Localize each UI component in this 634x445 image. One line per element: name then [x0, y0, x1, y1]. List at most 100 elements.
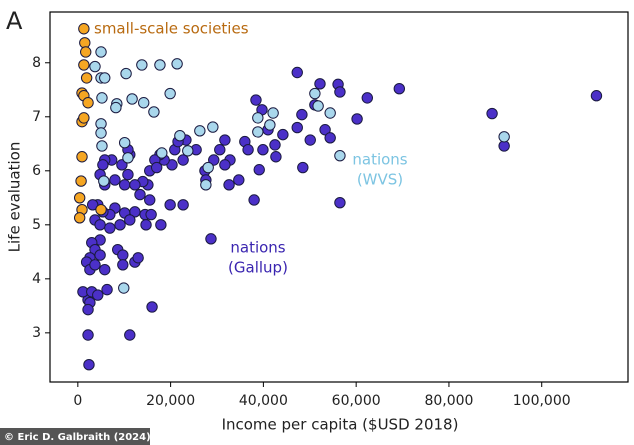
y-tick-label: 4	[32, 271, 41, 287]
point	[150, 161, 163, 174]
point	[80, 46, 92, 58]
point	[82, 329, 94, 341]
point	[304, 134, 316, 146]
point	[129, 179, 141, 191]
point	[138, 97, 150, 109]
point	[248, 194, 260, 206]
point	[314, 78, 326, 90]
point	[291, 66, 303, 79]
point	[120, 67, 132, 80]
point	[498, 131, 510, 143]
point	[76, 151, 88, 163]
point	[264, 119, 276, 131]
point	[110, 101, 122, 114]
point	[361, 92, 373, 104]
point	[73, 192, 86, 204]
point	[154, 59, 166, 71]
point	[101, 283, 113, 296]
point	[98, 175, 110, 187]
point	[144, 194, 156, 206]
point	[219, 134, 231, 146]
point	[205, 233, 217, 245]
point	[155, 219, 167, 231]
series-0	[77, 66, 603, 371]
point	[319, 124, 331, 136]
point	[257, 144, 269, 156]
point	[94, 249, 106, 261]
point	[83, 359, 95, 371]
point	[334, 86, 346, 98]
point	[114, 219, 126, 231]
credit-background	[0, 428, 150, 445]
point	[309, 87, 321, 100]
point	[223, 179, 235, 191]
point	[174, 129, 186, 142]
point	[242, 144, 254, 156]
point	[99, 263, 111, 276]
point	[156, 147, 168, 159]
plot-frame	[49, 11, 629, 383]
point	[334, 196, 346, 209]
x-tick-label: 80,000	[424, 393, 473, 409]
point	[78, 112, 90, 124]
point	[200, 179, 212, 191]
point	[109, 174, 121, 186]
point	[95, 127, 107, 139]
point	[82, 97, 94, 109]
point	[590, 90, 603, 102]
annotation: (WVS)	[357, 171, 403, 189]
point	[82, 303, 94, 316]
point	[118, 282, 130, 294]
x-tick-label: 0	[73, 393, 82, 409]
point	[171, 58, 183, 70]
point	[94, 219, 106, 231]
point	[194, 125, 206, 137]
point	[252, 126, 264, 138]
y-tick-label: 6	[32, 163, 41, 179]
point	[334, 149, 346, 162]
point	[86, 199, 99, 211]
point	[393, 83, 406, 95]
point	[269, 139, 281, 151]
point	[250, 94, 262, 106]
point	[97, 159, 109, 171]
point	[80, 72, 93, 84]
point	[89, 60, 101, 73]
point	[324, 107, 336, 119]
point	[253, 164, 265, 176]
point	[117, 249, 129, 261]
y-tick-label: 3	[32, 325, 41, 341]
series-1	[89, 46, 510, 294]
point	[122, 152, 134, 164]
x-axis-label: Income per capita ($USD 2018)	[222, 416, 459, 434]
y-tick-label: 5	[32, 217, 41, 233]
point	[118, 179, 131, 191]
x-tick-label: 40,000	[239, 393, 288, 409]
point	[233, 174, 245, 186]
point	[219, 159, 231, 171]
x-tick-label: 100,000	[513, 393, 571, 409]
point	[270, 151, 282, 163]
annotation: nations	[230, 239, 285, 257]
point	[297, 161, 309, 174]
point	[291, 121, 303, 134]
point	[351, 113, 363, 125]
point	[486, 107, 498, 120]
point	[95, 203, 107, 216]
y-axis-label: Life evaluation	[6, 142, 24, 253]
point	[277, 128, 289, 141]
point	[132, 252, 144, 264]
credit: © Eric D. Galbraith (2024)	[4, 432, 151, 443]
point	[78, 23, 90, 35]
point	[208, 154, 220, 166]
x-tick-label: 20,000	[146, 393, 195, 409]
point	[182, 145, 194, 157]
point	[104, 222, 116, 234]
annotation: (Gallup)	[228, 259, 288, 277]
point	[202, 161, 214, 174]
annotation: nations	[352, 151, 407, 169]
point	[95, 46, 107, 58]
point	[145, 208, 157, 221]
point	[252, 112, 264, 124]
